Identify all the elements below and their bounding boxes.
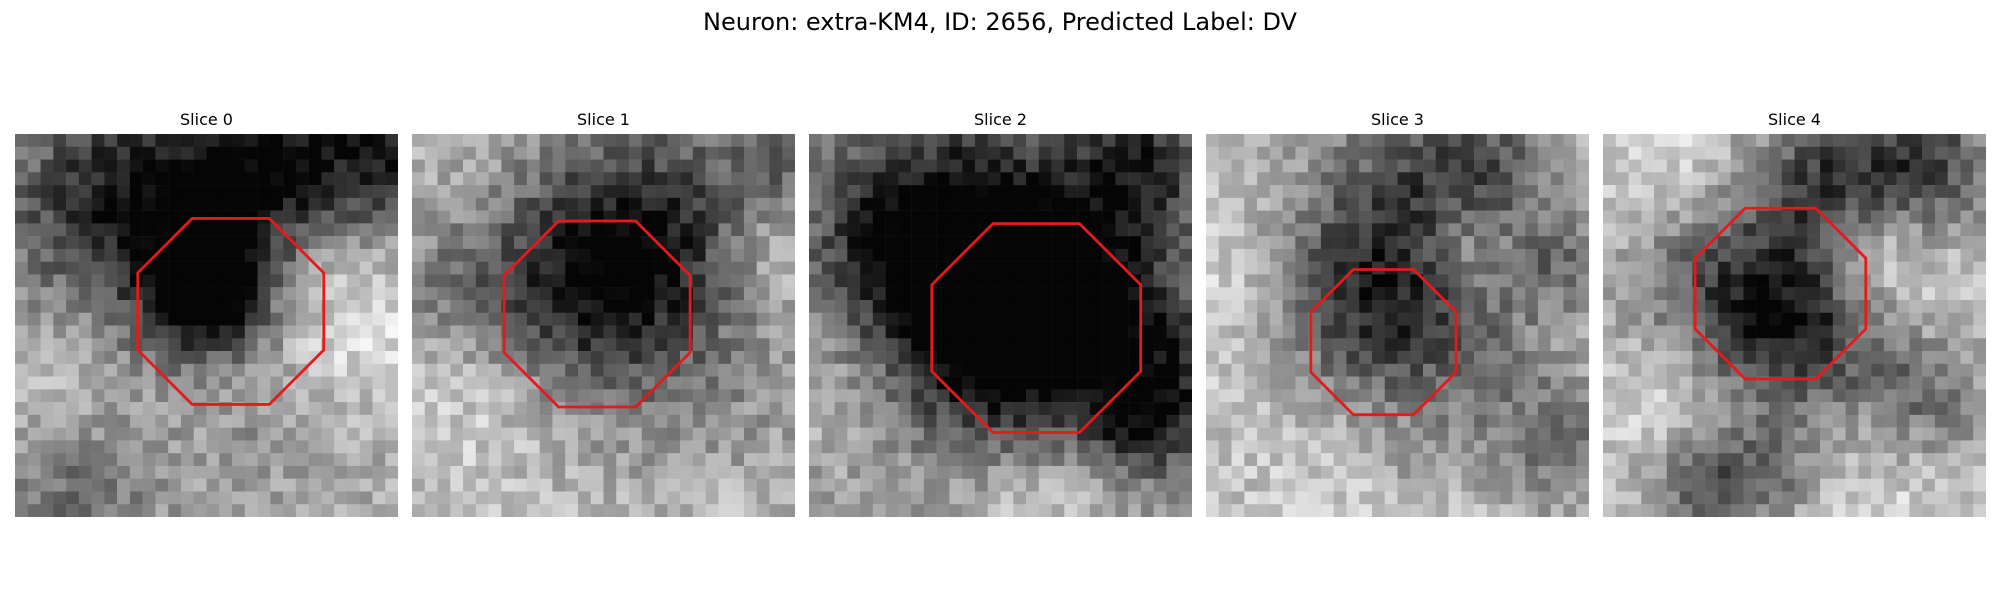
figure-title: Neuron: extra-KM4, ID: 2656, Predicted L… (703, 8, 1297, 36)
slice-title: Slice 3 (1371, 110, 1424, 129)
slice-image (412, 134, 795, 517)
slice-panel-3: Slice 3 (1206, 108, 1589, 517)
slice-image (1603, 134, 1986, 517)
slice-title: Slice 4 (1768, 110, 1821, 129)
slice-panel-4: Slice 4 (1603, 108, 1986, 517)
slice-image (809, 134, 1192, 517)
roi-octagon (502, 219, 692, 409)
roi-octagon (930, 222, 1143, 434)
slice-title: Slice 0 (180, 110, 233, 129)
slice-panel-2: Slice 2 (809, 108, 1192, 517)
slice-panel-1: Slice 1 (412, 108, 795, 517)
slice-panel-0: Slice 0 (15, 108, 398, 517)
roi-octagon (136, 217, 326, 406)
slice-title: Slice 2 (974, 110, 1027, 129)
roi-octagon (1693, 206, 1868, 381)
roi-octagon (1309, 268, 1458, 417)
slice-image (15, 134, 398, 517)
slice-image (1206, 134, 1589, 517)
slice-title: Slice 1 (577, 110, 630, 129)
